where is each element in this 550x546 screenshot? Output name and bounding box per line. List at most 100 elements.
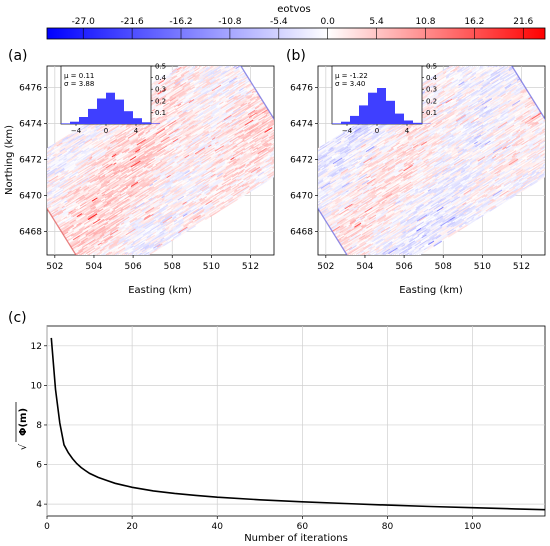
flight-segment	[88, 239, 98, 246]
flight-segment	[199, 155, 206, 161]
flight-segment	[282, 152, 285, 154]
inset-x-tick-label: 4	[134, 127, 139, 135]
flight-segment	[237, 180, 244, 186]
flight-segment	[228, 137, 239, 145]
flight-segment	[86, 243, 97, 251]
flight-segment	[100, 125, 110, 132]
flight-segment	[120, 234, 125, 238]
colorbar-label: eotvos	[277, 4, 310, 15]
flight-segment	[485, 41, 493, 46]
flight-segment	[112, 229, 123, 237]
flight-segment	[181, 130, 192, 138]
flight-segment	[223, 45, 227, 48]
flight-segment	[243, 124, 249, 129]
flight-segment	[148, 158, 157, 164]
flight-segment	[116, 250, 125, 255]
flight-segment	[165, 104, 176, 112]
flight-segment	[161, 136, 168, 142]
flight-segment	[75, 166, 85, 173]
flight-segment	[177, 115, 188, 123]
flight-segment	[193, 121, 197, 125]
flight-segment	[130, 198, 141, 206]
flight-segment	[89, 249, 97, 255]
flight-segment	[197, 93, 208, 101]
flight-segment	[75, 250, 84, 255]
flight-segment	[111, 143, 117, 148]
flight-segment	[66, 213, 72, 218]
flight-segment	[74, 250, 79, 254]
flight-segment	[122, 242, 129, 248]
flight-segment	[154, 194, 162, 199]
flight-segment	[318, 151, 324, 156]
flight-segment	[186, 155, 191, 159]
flight-segment	[189, 66, 200, 74]
flight-segment	[154, 229, 163, 236]
flight-segment	[98, 213, 106, 219]
flight-segment	[208, 66, 212, 68]
flight-segment	[79, 254, 80, 255]
flight-segment	[220, 103, 229, 110]
flight-segment	[89, 131, 97, 137]
flight-segment	[145, 190, 152, 195]
flight-segment	[131, 175, 137, 179]
flight-segment	[225, 185, 234, 192]
flight-segment	[98, 208, 104, 213]
flight-segment	[181, 177, 188, 183]
flight-segment	[115, 217, 125, 224]
flight-segment	[149, 202, 154, 206]
flight-segment	[36, 172, 44, 177]
flight-segment	[231, 142, 239, 148]
flight-segment	[214, 179, 224, 187]
flight-segment	[109, 242, 114, 246]
flight-segment	[110, 164, 117, 170]
flight-segment	[107, 241, 111, 245]
flight-segment	[82, 129, 88, 134]
flight-segment	[216, 53, 224, 58]
flight-segment	[75, 139, 86, 147]
flight-segment	[147, 170, 152, 175]
flight-segment	[54, 169, 61, 174]
flight-segment	[54, 196, 63, 202]
flight-segment	[72, 202, 82, 209]
flight-segment	[123, 143, 131, 149]
flight-segment	[202, 126, 212, 133]
flight-segment	[198, 55, 206, 60]
flight-segment	[90, 275, 93, 277]
flight-segment	[97, 165, 104, 170]
flight-segment	[125, 247, 131, 252]
flight-segment	[228, 158, 237, 164]
flight-segment	[133, 253, 138, 255]
flight-segment	[208, 93, 218, 100]
flight-segment	[48, 205, 58, 212]
flight-segment	[221, 151, 232, 159]
flight-segment	[167, 75, 171, 79]
flight-segment	[226, 45, 228, 46]
flight-segment	[203, 171, 212, 177]
flight-segment	[97, 172, 104, 178]
flight-segment	[193, 71, 197, 75]
flight-segment	[97, 142, 105, 148]
flight-segment	[175, 115, 185, 121]
flight-segment	[204, 202, 215, 210]
flight-segment	[165, 228, 169, 232]
flight-segment	[251, 122, 263, 130]
flight-segment	[224, 152, 229, 156]
flight-segment	[139, 138, 145, 143]
flight-segment	[242, 144, 247, 148]
map-a-residual-field	[36, 42, 285, 277]
flight-segment	[214, 42, 219, 45]
flight-segment	[106, 196, 117, 204]
flight-segment	[142, 209, 147, 213]
flight-segment	[184, 66, 189, 69]
flight-segment	[176, 66, 182, 71]
flight-segment	[165, 116, 175, 123]
flight-segment	[92, 218, 101, 225]
flight-segment	[160, 168, 171, 176]
flight-segment	[61, 150, 68, 155]
flight-segment	[78, 219, 85, 224]
flight-segment	[161, 100, 171, 107]
flight-segment	[85, 228, 95, 236]
flight-segment	[118, 169, 126, 176]
flight-segment	[64, 173, 73, 179]
flight-segment	[148, 165, 154, 169]
